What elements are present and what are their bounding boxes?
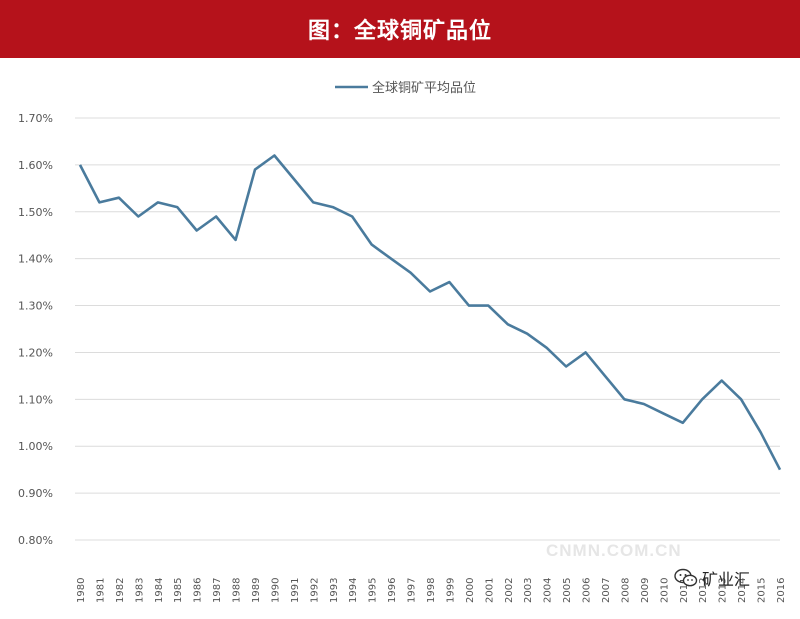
x-tick-label: 2000 <box>465 578 476 603</box>
y-tick-label: 1.40% <box>18 253 53 266</box>
x-tick-label: 1996 <box>387 578 398 603</box>
x-tick-label: 1991 <box>290 578 301 603</box>
wechat-account-name: 矿业汇 <box>702 566 750 590</box>
x-tick-label: 1985 <box>173 578 184 603</box>
x-tick-label: 2009 <box>640 578 651 603</box>
y-tick-label: 0.90% <box>18 487 53 500</box>
x-tick-label: 1988 <box>232 578 243 603</box>
x-tick-label: 2004 <box>543 578 554 603</box>
x-tick-label: 1997 <box>407 578 418 603</box>
x-tick-label: 1990 <box>270 578 281 603</box>
x-tick-label: 2008 <box>620 578 631 603</box>
x-tick-label: 1986 <box>193 578 204 603</box>
x-tick-label: 1995 <box>368 578 379 603</box>
x-tick-label: 1999 <box>445 578 456 603</box>
y-tick-label: 1.70% <box>18 112 53 125</box>
x-tick-label: 1981 <box>95 578 106 603</box>
x-tick-label: 1982 <box>115 578 126 603</box>
title-banner: 图：全球铜矿品位 <box>0 0 800 58</box>
x-tick-label: 1983 <box>134 578 145 603</box>
x-tick-label: 1998 <box>426 578 437 603</box>
series-line <box>80 156 780 470</box>
x-tick-label: 1980 <box>76 578 87 603</box>
line-chart: 0.80% 0.90% 1.00% 1.10% 1.20% 1.30% 1.40% 1.50%… <box>0 58 800 615</box>
x-tick-label: 2010 <box>659 578 670 603</box>
chart-title: 图：全球铜矿品位 <box>308 13 492 45</box>
x-tick-label: 2001 <box>484 578 495 603</box>
x-tick-label: 2016 <box>776 578 787 603</box>
x-tick-label: 1989 <box>251 578 262 603</box>
y-tick-label: 1.50% <box>18 206 53 219</box>
y-tick-label: 1.20% <box>18 346 53 359</box>
x-tick-label: 1992 <box>309 578 320 603</box>
x-tick-label: 1987 <box>212 578 223 603</box>
chart-area: 0.80% 0.90% 1.00% 1.10% 1.20% 1.30% 1.40% 1.50%… <box>0 58 800 615</box>
y-tick-label: 1.10% <box>18 393 53 406</box>
x-tick-label: 2005 <box>562 578 573 603</box>
y-tick-label: 1.60% <box>18 159 53 172</box>
x-tick-label: 2003 <box>523 578 534 603</box>
legend-label: 全球铜矿平均品位 <box>372 80 476 96</box>
wechat-badge: 矿业汇 <box>674 566 750 590</box>
y-tick-label: 1.00% <box>18 440 53 453</box>
x-tick-label: 2007 <box>601 578 612 603</box>
x-tick-label: 1993 <box>329 578 340 603</box>
y-tick-label: 0.80% <box>18 534 53 547</box>
x-tick-label: 2006 <box>582 578 593 603</box>
x-tick-label: 1984 <box>154 578 165 603</box>
x-tick-label: 2002 <box>504 578 515 603</box>
wechat-icon <box>674 568 698 588</box>
watermark: CNMN.COM.CN <box>546 541 682 561</box>
x-tick-label: 2015 <box>757 578 768 603</box>
y-tick-label: 1.30% <box>18 300 53 313</box>
x-tick-label: 1994 <box>348 578 359 603</box>
